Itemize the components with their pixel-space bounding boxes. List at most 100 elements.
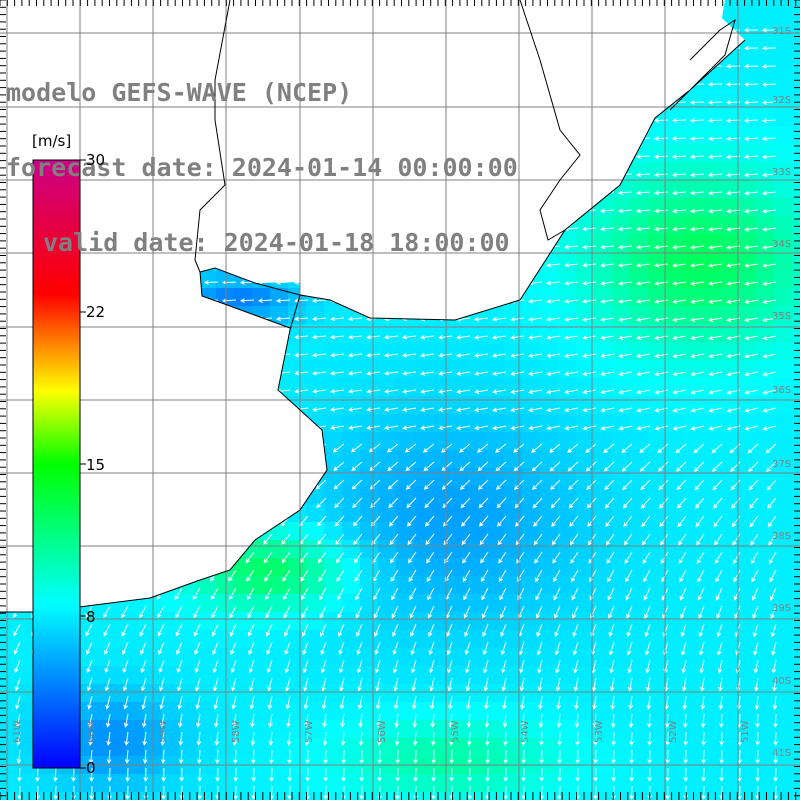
speed-cell (108, 684, 127, 703)
speed-cell (666, 144, 685, 163)
speed-cell (342, 504, 361, 523)
speed-cell (270, 306, 289, 325)
speed-cell (450, 486, 469, 505)
wind-arrow (610, 713, 616, 729)
speed-cell (324, 666, 343, 685)
speed-cell (684, 252, 703, 271)
wind-arrow (537, 659, 543, 674)
wind-arrow (555, 677, 561, 692)
wind-arrow (515, 515, 525, 527)
speed-cell (234, 288, 253, 307)
speed-cell (756, 450, 775, 469)
wind-arrow (71, 767, 76, 783)
wind-arrow (708, 353, 723, 359)
wind-arrow (693, 461, 705, 472)
wind-arrow (87, 713, 93, 728)
wind-arrow (708, 335, 723, 341)
wind-arrow (743, 45, 759, 51)
wind-arrow (339, 677, 345, 692)
wind-arrow (302, 659, 309, 674)
wind-arrow (556, 695, 561, 710)
wind-arrow (492, 389, 507, 394)
speed-cell (450, 666, 469, 685)
wind-arrow (672, 335, 687, 341)
wind-arrow (575, 767, 581, 783)
speed-cell (252, 540, 271, 559)
wind-arrow (700, 677, 705, 692)
wind-arrow (551, 533, 561, 546)
wind-arrow (582, 244, 597, 250)
speed-cell (648, 144, 667, 163)
wind-arrow (193, 605, 201, 619)
speed-cell (198, 630, 217, 649)
speed-cell (252, 792, 271, 800)
wind-arrow (294, 388, 309, 394)
wind-arrow (393, 695, 399, 710)
wind-arrow (719, 749, 725, 765)
wind-arrow (672, 353, 687, 359)
wind-arrow (708, 407, 723, 413)
speed-cell (558, 720, 577, 739)
speed-cell (324, 738, 343, 757)
speed-cell (558, 774, 577, 793)
speed-cell (666, 216, 685, 235)
wind-arrow (269, 749, 274, 765)
speed-cell (684, 450, 703, 469)
wind-arrow (690, 335, 705, 341)
wind-arrow (749, 515, 759, 528)
speed-cell (702, 126, 721, 145)
wind-arrow (267, 695, 273, 710)
wind-arrow (321, 677, 327, 692)
speed-cell (468, 378, 487, 397)
wind-arrow (265, 605, 273, 619)
speed-cell (666, 648, 685, 667)
speed-cell (18, 774, 37, 793)
wind-arrow (654, 389, 669, 395)
wind-arrow (567, 443, 579, 453)
speed-cell (486, 360, 505, 379)
speed-cell (630, 540, 649, 559)
speed-cell (720, 468, 739, 487)
wind-arrow (275, 316, 291, 322)
wind-arrow (672, 226, 687, 232)
wind-arrow (492, 425, 507, 431)
wind-arrow (286, 731, 292, 746)
speed-cell (360, 540, 379, 559)
wind-arrow (251, 767, 257, 783)
speed-cell (378, 378, 397, 397)
wind-arrow (335, 533, 345, 546)
wind-arrow (690, 299, 705, 304)
speed-cell (666, 252, 685, 271)
speed-cell (360, 450, 379, 469)
wind-arrow (456, 334, 471, 340)
speed-cell (468, 648, 487, 667)
wind-arrow (762, 299, 777, 305)
speed-cell (324, 450, 343, 469)
wind-arrow (707, 154, 723, 160)
speed-cell (360, 792, 379, 800)
wind-arrow (618, 371, 633, 377)
wind-arrow (535, 605, 543, 619)
speed-cell (432, 720, 451, 739)
speed-cell (288, 594, 307, 613)
wind-arrow (618, 353, 633, 359)
wind-arrow (404, 443, 417, 453)
speed-cell (576, 738, 595, 757)
wind-arrow (312, 370, 327, 376)
wind-arrow (354, 569, 363, 582)
speed-cell (648, 180, 667, 199)
speed-cell (612, 684, 631, 703)
wind-arrow (461, 533, 471, 546)
speed-cell (180, 594, 199, 613)
wind-arrow (142, 749, 148, 765)
speed-cell (594, 612, 613, 631)
speed-cell (360, 720, 379, 739)
speed-cell (540, 414, 559, 433)
wind-arrow (743, 154, 759, 160)
speed-cell (414, 720, 433, 739)
wind-arrow (195, 677, 201, 692)
wind-arrow (294, 334, 309, 340)
wind-arrow (176, 641, 183, 655)
speed-cell (738, 612, 757, 631)
wind-arrow (665, 767, 671, 783)
